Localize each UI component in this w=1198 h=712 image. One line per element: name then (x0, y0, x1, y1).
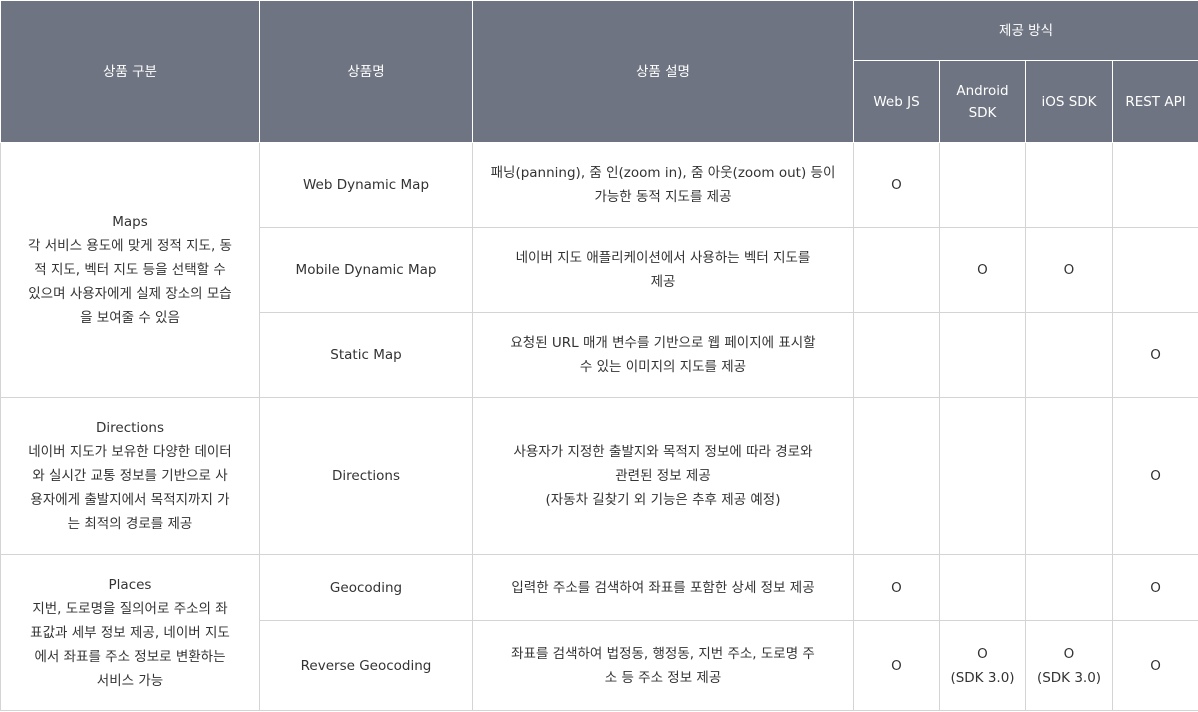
table-row: Mobile Dynamic Map 네이버 지도 애플리케이션에서 사용하는 … (1, 227, 1198, 313)
mark-android-sdk (939, 312, 1026, 398)
product-name: Mobile Dynamic Map (259, 227, 473, 313)
product-name: Static Map (259, 312, 473, 398)
mark-rest-api (1111, 227, 1198, 313)
table-row: Reverse Geocoding 좌표를 검색하여 법정동, 행정동, 지번 … (1, 620, 1198, 711)
mark-ios-sdk (1025, 312, 1113, 398)
category-maps: Maps 각 서비스 용도에 맞게 정적 지도, 동 적 지도, 벡터 지도 등… (0, 142, 260, 398)
mark-web-js: O (853, 142, 940, 228)
product-description: 패닝(panning), 줌 인(zoom in), 줌 아웃(zoom out… (472, 142, 854, 228)
mark-android-sdk (939, 397, 1026, 555)
header-description: 상품 설명 (472, 0, 854, 143)
header-web-js: Web JS (853, 60, 940, 143)
mark-web-js (853, 312, 940, 398)
mark-ios-sdk: O (1025, 227, 1113, 313)
mark-rest-api: O (1111, 554, 1198, 621)
header-rest-api: REST API (1111, 60, 1198, 143)
category-directions: Directions 네이버 지도가 보유한 다양한 데이터 와 실시간 교통 … (0, 397, 260, 555)
table-row: Maps 각 서비스 용도에 맞게 정적 지도, 동 적 지도, 벡터 지도 등… (0, 142, 1198, 398)
product-description: 입력한 주소를 검색하여 좌표를 포함한 상세 정보 제공 (472, 554, 854, 621)
product-name: Geocoding (259, 554, 473, 621)
table-header: 상품 구분 상품명 상품 설명 제공 방식 Web JS Android SDK… (0, 0, 1198, 143)
product-description: 네이버 지도 애플리케이션에서 사용하는 벡터 지도를 제공 (472, 227, 854, 313)
mark-web-js (853, 227, 940, 313)
mark-ios-sdk (1025, 142, 1113, 228)
header-ios-sdk: iOS SDK (1025, 60, 1113, 143)
mark-web-js: O (853, 554, 940, 621)
product-description: 좌표를 검색하여 법정동, 행정동, 지번 주소, 도로명 주 소 등 주소 정… (472, 620, 854, 711)
table-body: Maps 각 서비스 용도에 맞게 정적 지도, 동 적 지도, 벡터 지도 등… (0, 142, 1198, 711)
mark-ios-sdk: O (SDK 3.0) (1025, 620, 1113, 711)
header-category: 상품 구분 (0, 0, 260, 143)
mark-rest-api: O (1111, 312, 1198, 398)
header-product-name: 상품명 (259, 0, 473, 143)
table-row: Places 지번, 도로명을 질의어로 주소의 좌 표값과 세부 정보 제공,… (0, 554, 1198, 711)
mark-rest-api (1111, 142, 1198, 228)
header-android-sdk: Android SDK (939, 60, 1026, 143)
table-row: Directions 네이버 지도가 보유한 다양한 데이터 와 실시간 교통 … (0, 397, 1198, 555)
header-provision: 제공 방식 (852, 0, 1198, 61)
table-row: Static Map 요청된 URL 매개 변수를 기반으로 웹 페이지에 표시… (1, 312, 1198, 398)
product-name: Reverse Geocoding (259, 620, 473, 711)
mark-android-sdk (939, 142, 1026, 228)
mark-ios-sdk (1025, 554, 1113, 621)
product-name: Directions (259, 397, 473, 555)
mark-ios-sdk (1025, 397, 1113, 555)
mark-web-js: O (853, 620, 940, 711)
category-places: Places 지번, 도로명을 질의어로 주소의 좌 표값과 세부 정보 제공,… (0, 554, 260, 711)
product-name: Web Dynamic Map (259, 142, 473, 228)
mark-web-js (853, 397, 940, 555)
product-description: 요청된 URL 매개 변수를 기반으로 웹 페이지에 표시할 수 있는 이미지의… (472, 312, 854, 398)
mark-android-sdk: O (939, 227, 1026, 313)
mark-android-sdk: O (SDK 3.0) (939, 620, 1026, 711)
product-description: 사용자가 지정한 출발지와 목적지 정보에 따라 경로와 관련된 정보 제공 (… (472, 397, 854, 555)
mark-rest-api: O (1111, 397, 1198, 555)
mark-rest-api: O (1111, 620, 1198, 711)
mark-android-sdk (939, 554, 1026, 621)
